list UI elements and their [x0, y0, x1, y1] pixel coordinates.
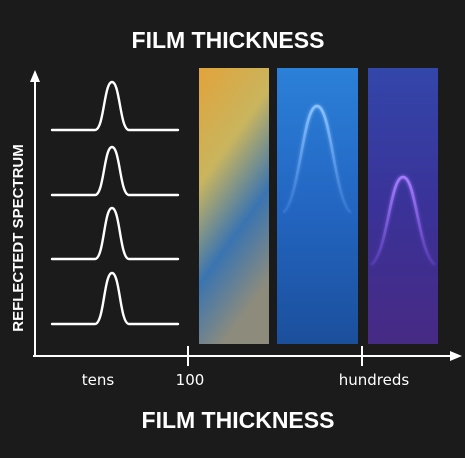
- diagram-title: FILM THICKNESS: [132, 27, 325, 53]
- y-axis-label: REFLECTEDT SPECTRUM: [10, 144, 27, 332]
- x-axis-arrowhead: [450, 351, 462, 361]
- gold-gradient-panel: [199, 68, 269, 344]
- x-tick-label-tens: tens: [82, 371, 115, 389]
- spectrum-curve-1: [50, 80, 180, 132]
- x-tick-label-hundreds: hundreds: [339, 371, 410, 389]
- violet-panel-peak: [370, 175, 436, 266]
- blue-panel-peak: [282, 104, 352, 214]
- blue-gradient-panel: [277, 68, 358, 344]
- spectrum-curve-2: [50, 145, 180, 197]
- x-tick-label-100: 100: [176, 371, 205, 389]
- spectrum-curve-4: [50, 271, 180, 326]
- spectrum-curve-3: [50, 206, 180, 261]
- violet-gradient-panel: [368, 68, 438, 344]
- x-axis-label: FILM THICKNESS: [142, 407, 335, 433]
- y-axis-arrowhead: [30, 70, 40, 82]
